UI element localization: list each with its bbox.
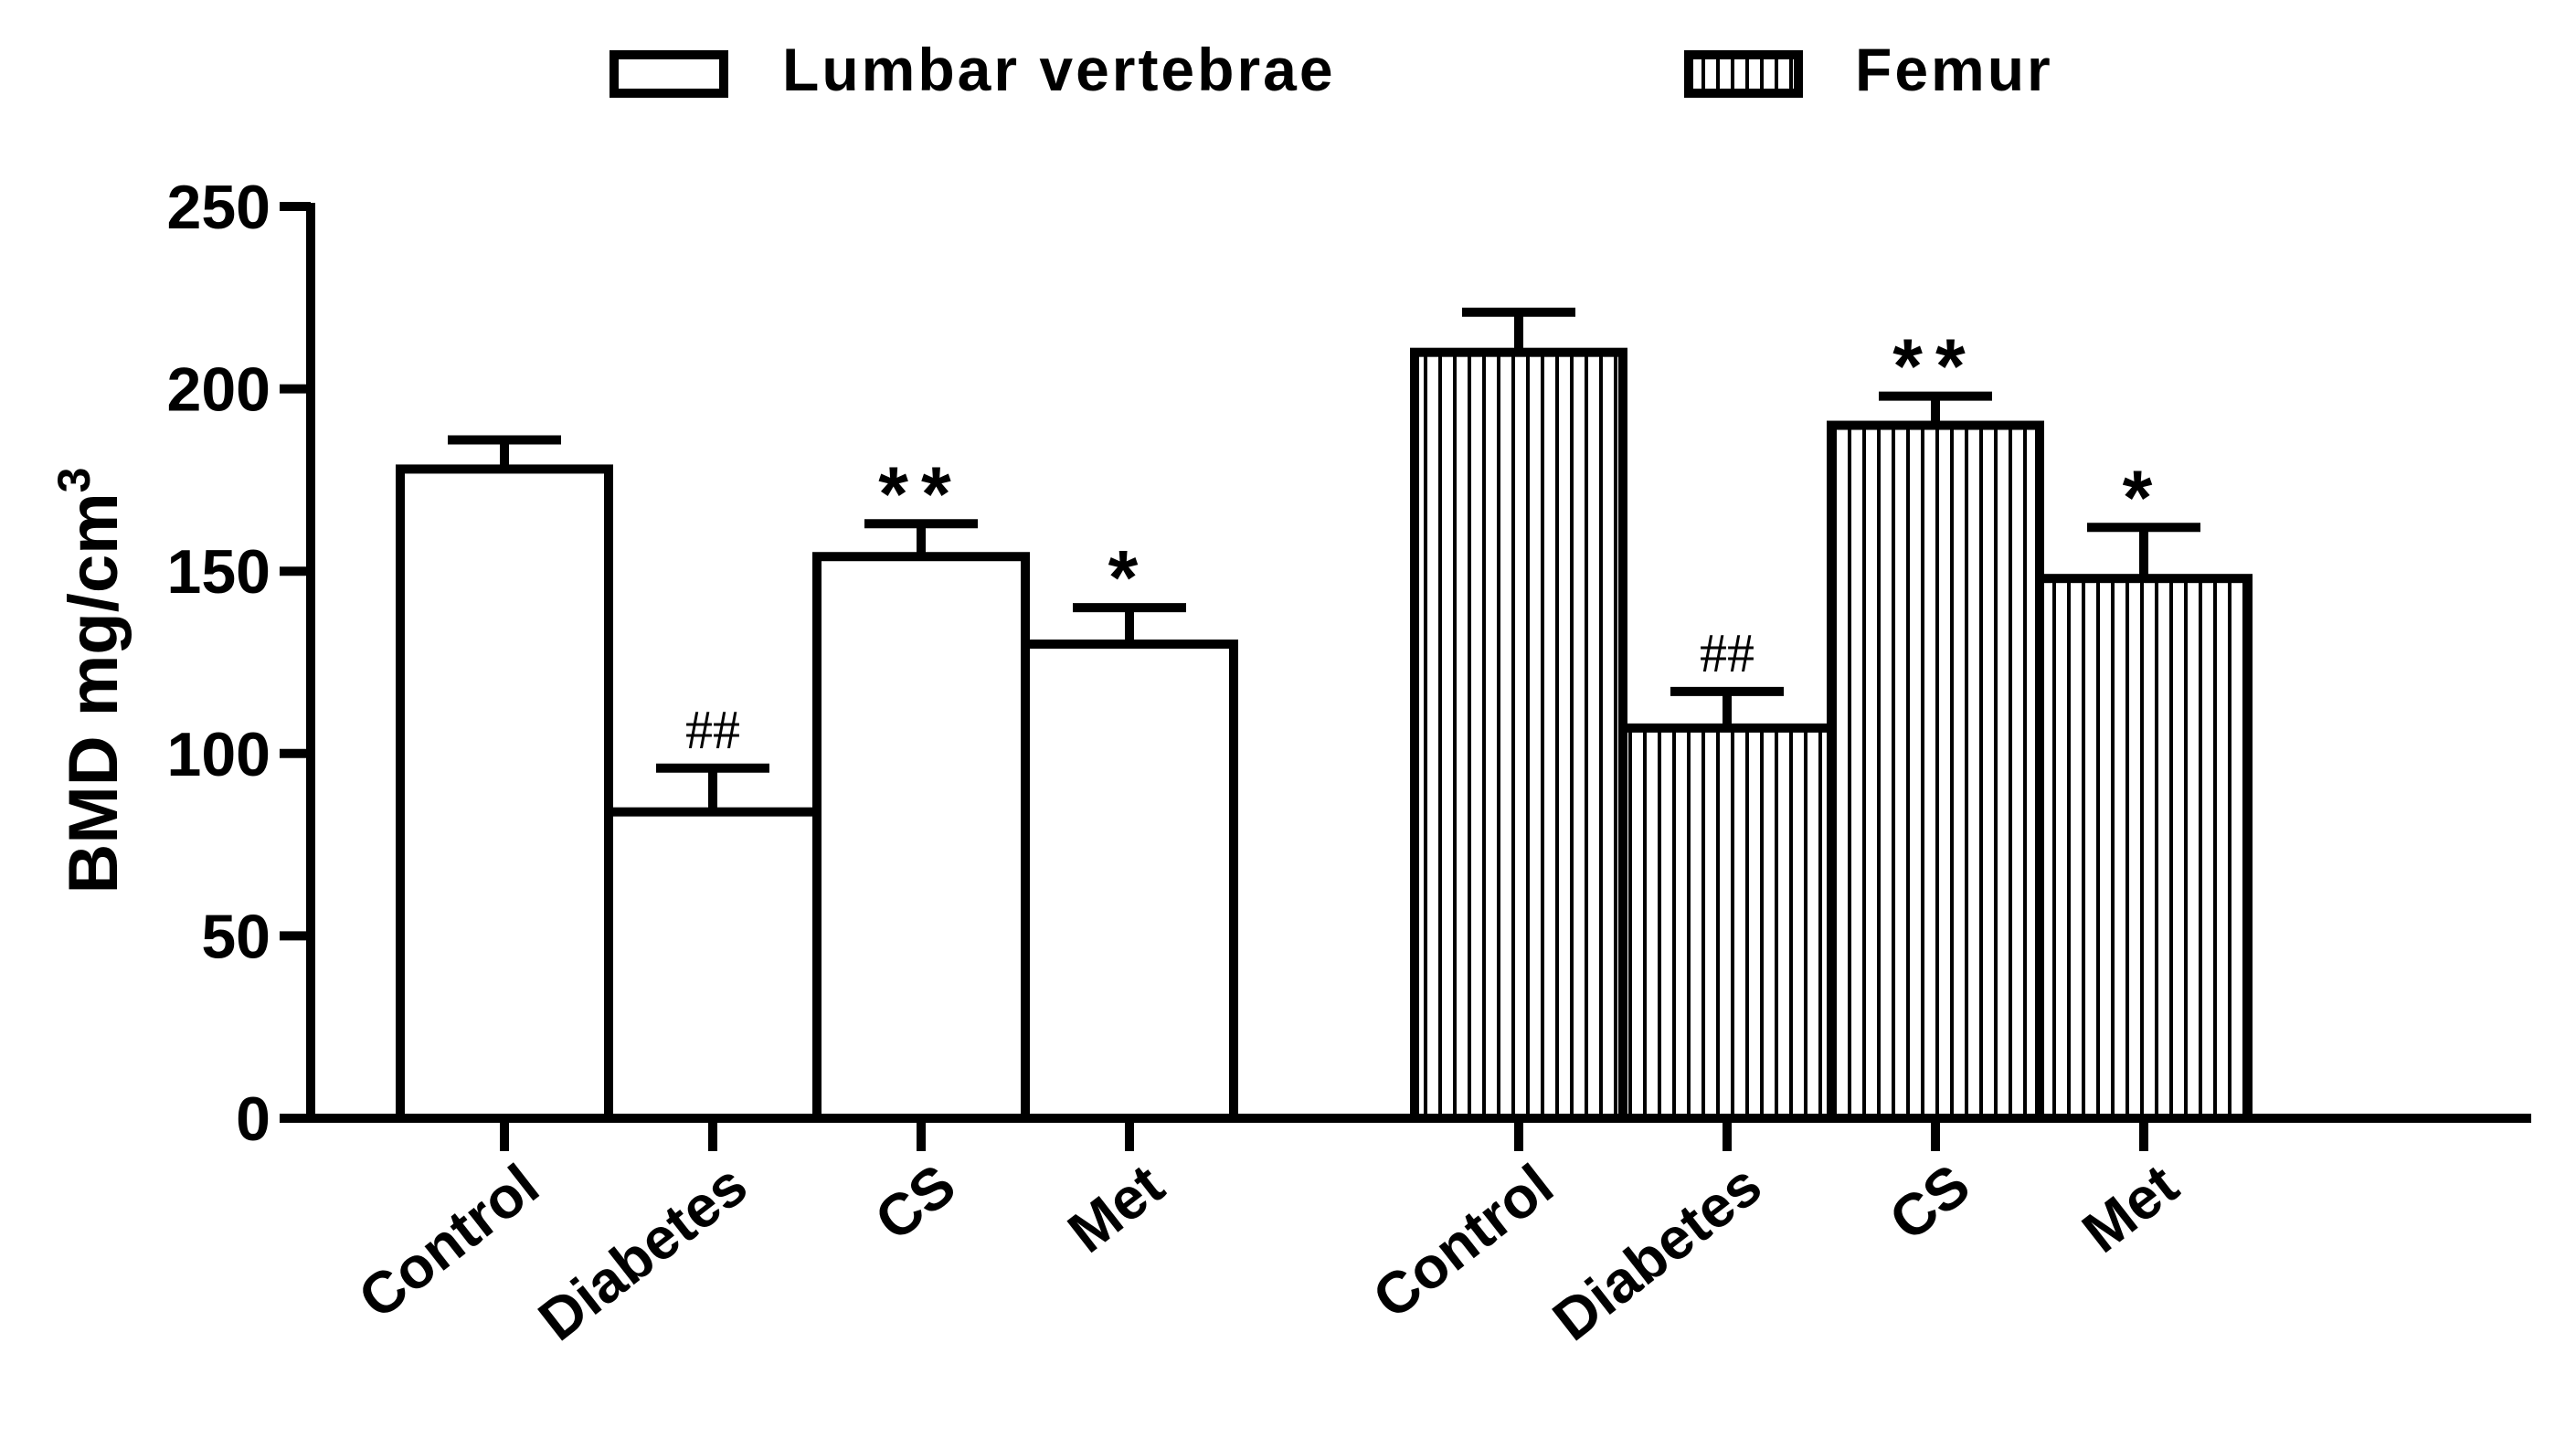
legend-label-femur: Femur <box>1855 36 2053 103</box>
x-tick-label-femur-met: Met <box>2070 1151 2189 1265</box>
y-tick-label-250: 250 <box>167 173 270 242</box>
y-tick-label-200: 200 <box>167 355 270 425</box>
y-axis-label: BMD mg/cm3 <box>48 468 133 894</box>
x-tick-label-lumbar-vertebrae-cs: CS <box>863 1151 967 1253</box>
legend: Lumbar vertebrae Femur <box>610 36 2053 103</box>
bar-lumbar-vertebrae-control <box>396 464 613 1123</box>
x-tick-label-femur-control: Control <box>1361 1151 1565 1331</box>
bar-lumbar-vertebrae-diabetes <box>604 807 822 1123</box>
bar-femur-diabetes <box>1618 723 1836 1124</box>
annotation-lumbar-vertebrae-diabetes: ## <box>685 700 740 760</box>
plot-area: 050100150200250ControlDiabetes##CS**Met*… <box>167 173 2531 1353</box>
x-tick-label-lumbar-vertebrae-met: Met <box>1055 1151 1175 1265</box>
annotation-lumbar-vertebrae-met: * <box>1108 534 1151 620</box>
legend-label-lumbar: Lumbar vertebrae <box>782 36 1336 103</box>
bar-lumbar-vertebrae-cs <box>812 552 1030 1123</box>
x-tick-label-lumbar-vertebrae-diabetes: Diabetes <box>526 1151 759 1353</box>
y-tick-label-100: 100 <box>167 720 270 789</box>
annotation-femur-diabetes: ## <box>1700 623 1754 683</box>
y-tick-label-0: 0 <box>236 1084 270 1154</box>
annotation-lumbar-vertebrae-cs: ** <box>878 450 963 536</box>
y-tick-label-150: 150 <box>167 537 270 607</box>
bar-lumbar-vertebrae-met <box>1021 640 1238 1123</box>
annotation-femur-met: * <box>2123 454 2166 540</box>
x-tick-label-femur-cs: CS <box>1877 1151 1981 1253</box>
bar-femur-control <box>1410 347 1627 1123</box>
y-tick-label-50: 50 <box>201 902 270 971</box>
bar-femur-cs <box>1827 420 2044 1123</box>
legend-swatch-lumbar <box>610 50 728 98</box>
bar-femur-met <box>2035 574 2253 1123</box>
y-axis-label-superscript: 3 <box>48 468 100 493</box>
x-tick-label-lumbar-vertebrae-control: Control <box>346 1151 551 1331</box>
annotation-femur-cs: ** <box>1892 323 1977 409</box>
legend-swatch-femur <box>1684 50 1803 98</box>
x-tick-label-femur-diabetes: Diabetes <box>1541 1151 1774 1353</box>
y-axis-label-text: BMD mg/cm <box>55 492 133 893</box>
